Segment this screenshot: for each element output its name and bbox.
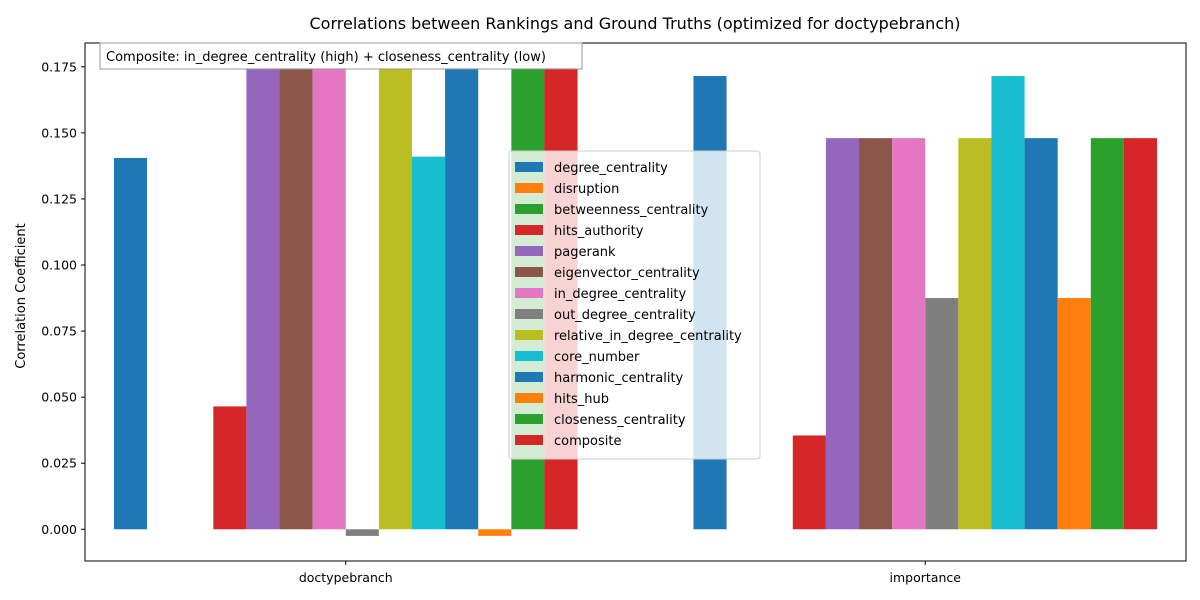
legend-swatch-disruption [515, 183, 543, 193]
bar-in_degree_centrality-importance [892, 138, 926, 530]
bar-hits_hub-importance [1057, 298, 1091, 530]
annotation-box: Composite: in_degree_centrality (high) +… [99, 42, 583, 70]
legend-swatch-core_number [515, 351, 543, 361]
x-tick-label: doctypebranch [299, 570, 393, 585]
legend-swatch-closeness_centrality [515, 414, 543, 424]
legend-swatch-degree_centrality [515, 162, 543, 172]
annotation-text: Composite: in_degree_centrality (high) +… [106, 50, 546, 65]
legend-label-in_degree_centrality: in_degree_centrality [554, 287, 687, 302]
legend-swatch-out_degree_centrality [515, 309, 543, 319]
legend-label-degree_centrality: degree_centrality [554, 161, 668, 176]
legend-swatch-eigenvector_centrality [515, 267, 543, 277]
bar-hits_hub-doctypebranch [478, 529, 512, 536]
y-axis-label: Correlation Coefficient [14, 223, 29, 369]
bar-eigenvector_centrality-importance [859, 138, 893, 530]
bar-closeness_centrality-importance [1090, 138, 1124, 530]
legend-label-eigenvector_centrality: eigenvector_centrality [554, 266, 700, 281]
bar-pagerank-importance [825, 138, 860, 530]
bar-hits_authority-importance [792, 435, 826, 530]
y-tick-label: 0.100 [41, 258, 77, 273]
bar-in_degree_centrality-doctypebranch [312, 68, 346, 530]
legend-label-out_degree_centrality: out_degree_centrality [554, 308, 696, 323]
y-tick-label: 0.000 [41, 522, 77, 537]
legend-swatch-harmonic_centrality [515, 372, 543, 382]
y-tick-label: 0.175 [41, 59, 77, 74]
legend: degree_centrality disruption betweenness_c… [508, 150, 761, 460]
legend-label-relative_in_degree_centrality: relative_in_degree_centrality [554, 329, 742, 344]
y-tick-label: 0.075 [41, 324, 77, 339]
legend-label-harmonic_centrality: harmonic_centrality [554, 371, 684, 386]
bar-harmonic_centrality-importance [1024, 138, 1058, 530]
legend-box [508, 150, 761, 460]
bar-relative_in_degree_centrality-doctypebranch [378, 68, 412, 530]
bar-relative_in_degree_centrality-importance [958, 138, 992, 530]
bar-pagerank-doctypebranch [246, 68, 280, 530]
bar-degree_centrality-doctypebranch [113, 157, 148, 530]
legend-label-composite: composite [554, 434, 621, 449]
legend-label-pagerank: pagerank [554, 245, 616, 260]
legend-label-core_number: core_number [554, 350, 640, 365]
bar-hits_authority-doctypebranch [213, 406, 247, 530]
legend-swatch-hits_authority [515, 225, 543, 235]
x-tick-label: importance [890, 570, 962, 585]
plot-frame [84, 42, 1187, 562]
y-tick-label: 0.025 [41, 456, 77, 471]
legend-swatch-pagerank [515, 246, 543, 256]
y-tick-label: 0.125 [41, 191, 77, 206]
chart-title: Correlations between Rankings and Ground… [309, 14, 960, 33]
legend-swatch-in_degree_centrality [515, 288, 543, 298]
legend-label-closeness_centrality: closeness_centrality [554, 413, 686, 428]
legend-swatch-composite [515, 435, 543, 445]
legend-label-hits_hub: hits_hub [554, 392, 609, 407]
axes-layer: 0.000 0.025 0.050 0.075 0.100 0.125 0.150 0.175… [41, 42, 1187, 585]
y-tick-label: 0.050 [41, 390, 77, 405]
legend-swatch-hits_hub [515, 393, 543, 403]
legend-label-hits_authority: hits_authority [554, 224, 644, 239]
bar-eigenvector_centrality-doctypebranch [279, 68, 313, 530]
legend-swatch-relative_in_degree_centrality [515, 330, 543, 340]
bar-out_degree_centrality-doctypebranch [345, 529, 379, 536]
bar-out_degree_centrality-importance [925, 298, 959, 530]
bar-harmonic_centrality-doctypebranch [445, 68, 479, 530]
bar-core_number-importance [991, 76, 1025, 530]
y-tick-label: 0.150 [41, 125, 77, 140]
bar-composite-importance [1123, 138, 1158, 530]
legend-label-betweenness_centrality: betweenness_centrality [554, 203, 709, 218]
bar-core_number-doctypebranch [411, 156, 446, 530]
legend-swatch-betweenness_centrality [515, 204, 543, 214]
legend-label-disruption: disruption [554, 182, 619, 197]
